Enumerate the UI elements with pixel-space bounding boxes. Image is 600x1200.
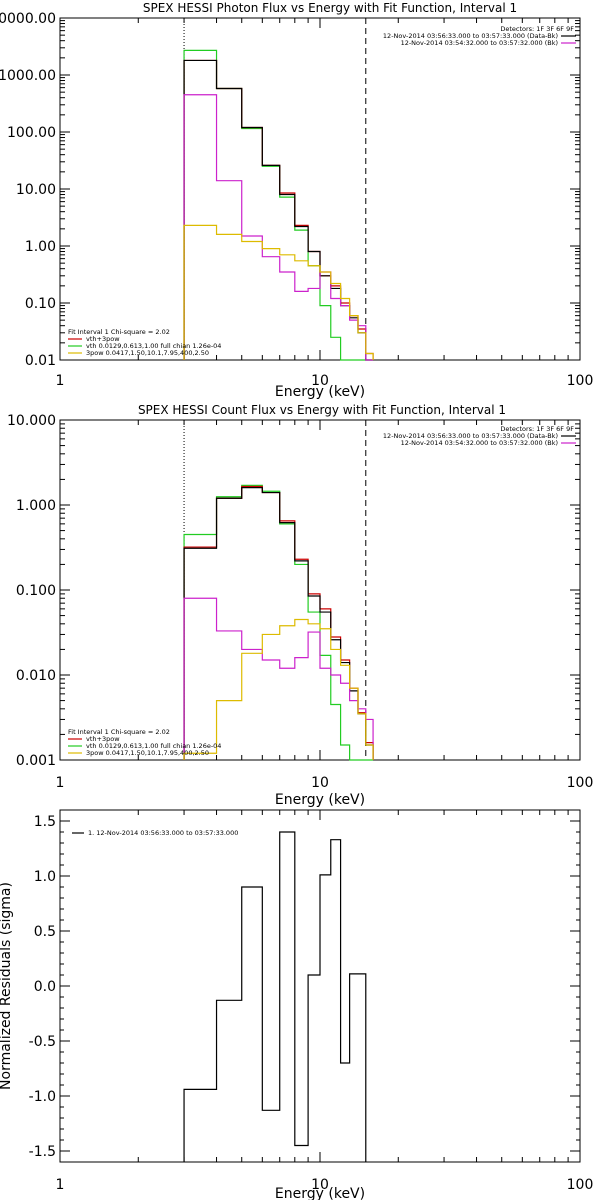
count-flux-panel: SPEX HESSI Count Flux vs Energy with Fit… (7, 403, 593, 808)
y-tick-label: -1.0 (29, 1089, 56, 1105)
legend-label: vth 0.0129,0.613,1.00 full chian 1.26e-0… (86, 742, 221, 750)
legend-header: Detectors: 1F 3F 6F 9F (500, 25, 574, 33)
series-line (183, 59, 374, 361)
plot-frame (59, 809, 581, 1163)
plot-frame (59, 17, 581, 361)
photon-flux-panel: SPEX HESSI Photon Flux vs Energy with Fi… (0, 1, 593, 400)
legend-label: vth+3pow (86, 735, 120, 743)
y-tick-label: -0.5 (29, 1034, 56, 1050)
legend-header: Fit Interval 1 Chi-square = 2.02 (68, 728, 170, 736)
legend-fit: Fit Interval 1 Chi-square = 2.02 vth+3po… (68, 328, 221, 357)
x-tick-label: 10 (311, 775, 329, 791)
legend-detectors: Detectors: 1F 3F 6F 9F 12-Nov-2014 03:56… (383, 25, 576, 47)
y-tick-label: 1.000 (16, 498, 56, 514)
y-tick-label: 1.00 (25, 239, 56, 255)
series-vth-3pow (183, 59, 374, 360)
y-tick-label: 1000.00 (0, 68, 56, 84)
y-tick-label: 0.010 (16, 668, 56, 684)
y-tick-label: 0.10 (25, 296, 56, 312)
x-tick-label: 100 (567, 373, 594, 389)
legend-header: Detectors: 1F 3F 6F 9F (500, 425, 574, 433)
x-tick-label: 1 (56, 373, 65, 389)
series-line (183, 487, 374, 760)
y-tick-label: 0.0 (34, 979, 56, 995)
y-tick-label: 0.100 (16, 583, 56, 599)
series-3pow (183, 618, 374, 760)
x-tick-label: 100 (567, 775, 594, 791)
legend-label: 3pow 0.0417,1.50,10.1,7.95,400,2.50 (86, 349, 209, 357)
legend-label: 3pow 0.0417,1.50,10.1,7.95,400,2.50 (86, 749, 209, 757)
legend-label: 12-Nov-2014 03:54:32.000 to 03:57:32.000… (401, 439, 558, 447)
x-tick-label: 100 (567, 1177, 594, 1193)
y-axis-label: Normalized Residuals (sigma) (0, 882, 14, 1090)
y-tick-label: -1.5 (29, 1144, 56, 1160)
x-tick-label: 10 (311, 373, 329, 389)
legend-label: 1. 12-Nov-2014 03:56:33.000 to 03:57:33.… (88, 829, 238, 837)
legend-label: vth+3pow (86, 335, 120, 343)
x-tick-label: 1 (56, 1177, 65, 1193)
x-axis-label: Energy (keV) (275, 792, 365, 808)
legend-label: vth 0.0129,0.613,1.00 full chian 1.26e-0… (86, 342, 221, 350)
legend-fit: Fit Interval 1 Chi-square = 2.02 vth+3po… (68, 728, 221, 757)
y-tick-label: 1.0 (34, 869, 56, 885)
series-3pow (183, 224, 374, 360)
legend-residual: 1. 12-Nov-2014 03:56:33.000 to 03:57:33.… (72, 829, 238, 837)
legend-label: 12-Nov-2014 03:56:33.000 to 03:57:33.000… (383, 432, 558, 440)
legend-label: 12-Nov-2014 03:56:33.000 to 03:57:33.000… (383, 32, 558, 40)
y-tick-label: 0.01 (25, 353, 56, 369)
x-tick-label: 1 (56, 775, 65, 791)
legend-label: 12-Nov-2014 03:54:32.000 to 03:57:32.000… (401, 39, 558, 47)
x-axis-label: Energy (keV) (275, 1186, 365, 1200)
series-line (183, 597, 374, 760)
y-tick-label: 0.5 (34, 924, 56, 940)
y-tick-label: 10.00 (16, 182, 56, 198)
y-tick-label: 1.5 (34, 814, 56, 830)
series-line (183, 831, 367, 1162)
x-tick-label: 10 (311, 1177, 329, 1193)
y-tick-label: 0.001 (16, 753, 56, 769)
plot-frame (59, 419, 581, 761)
x-axis-label: Energy (keV) (275, 384, 365, 400)
series-line (183, 94, 374, 361)
series-vth (183, 49, 374, 361)
series-vth (183, 484, 374, 761)
chart-title: SPEX HESSI Photon Flux vs Energy with Fi… (143, 1, 517, 15)
chart-title: SPEX HESSI Count Flux vs Energy with Fit… (138, 403, 506, 417)
series-vth-3pow (183, 485, 374, 760)
legend-detectors: Detectors: 1F 3F 6F 9F 12-Nov-2014 03:56… (383, 425, 576, 447)
y-tick-label: 100.00 (7, 125, 56, 141)
y-tick-label: 10.000 (7, 413, 56, 429)
legend-header: Fit Interval 1 Chi-square = 2.02 (68, 328, 170, 336)
residuals-panel: Energy (keV) Normalized Residuals (sigma… (0, 809, 594, 1200)
